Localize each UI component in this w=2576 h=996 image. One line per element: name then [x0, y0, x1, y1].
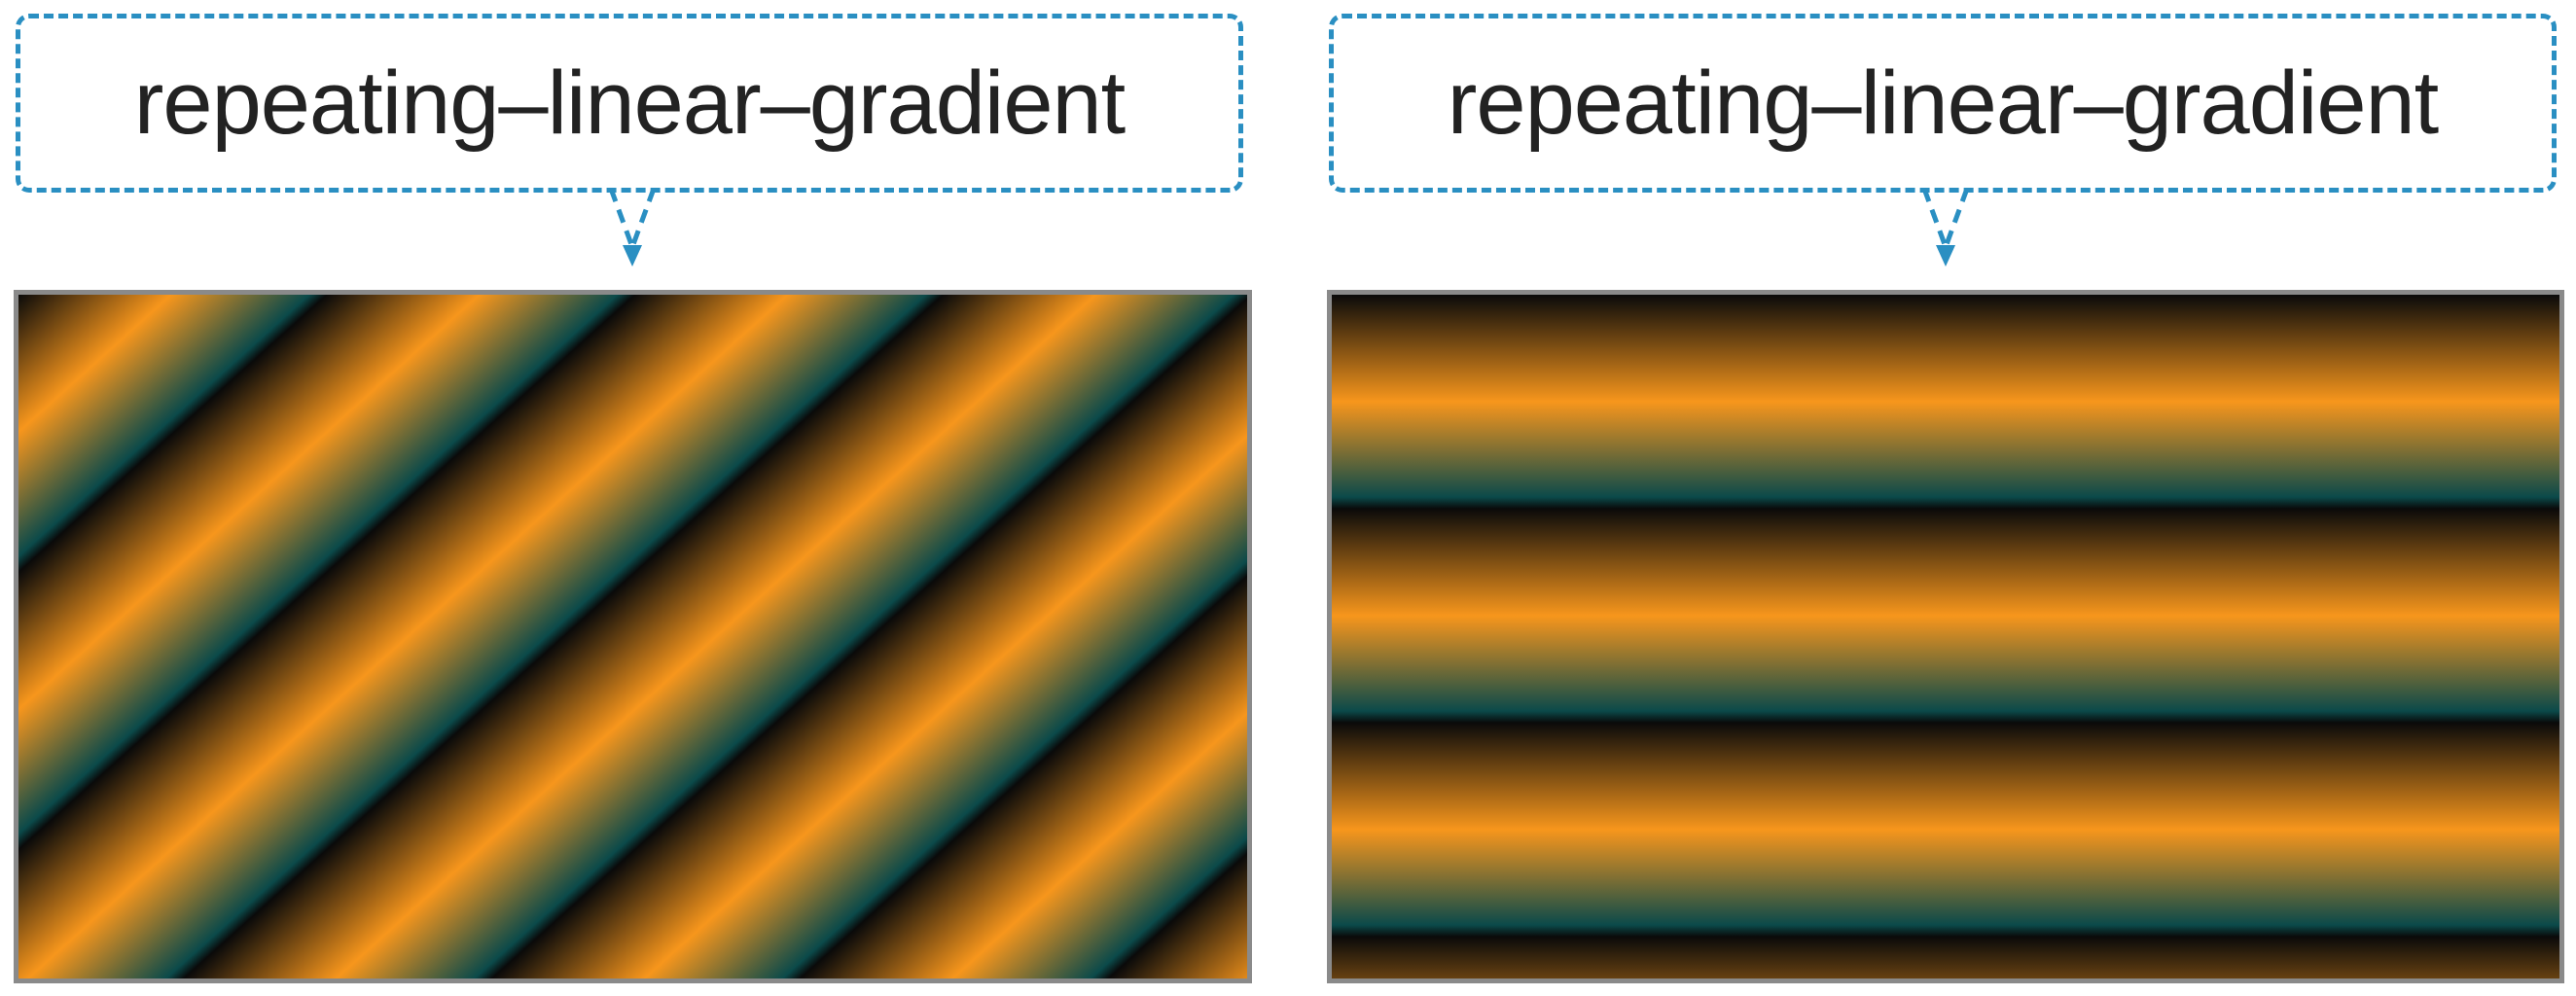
callout-pointer-icon	[1921, 188, 1970, 267]
callout-pointer-icon	[608, 188, 657, 267]
label-callout-right: repeating–linear–gradient	[1329, 14, 2557, 193]
horizontal-stripe-fill	[1332, 295, 2559, 978]
callout-label: repeating–linear–gradient	[133, 53, 1126, 153]
diagonal-stripe-fill	[18, 295, 1247, 978]
label-callout-left: repeating–linear–gradient	[16, 14, 1243, 193]
gradient-panel-horizontal	[1327, 290, 2564, 983]
gradient-panel-diagonal	[14, 290, 1252, 983]
callout-label: repeating–linear–gradient	[1447, 53, 2439, 153]
